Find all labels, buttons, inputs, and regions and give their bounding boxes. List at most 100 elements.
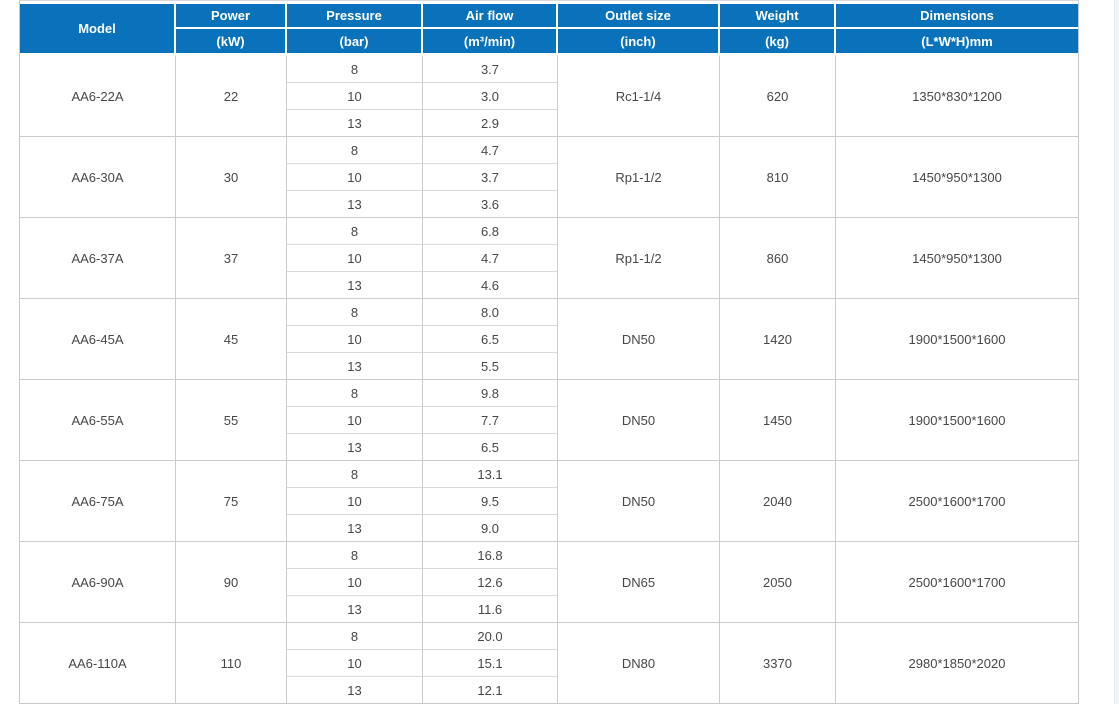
table-row: 13 12.1 (20, 676, 1078, 703)
pressure-cell: 13 (287, 271, 423, 298)
table-row: AA6-37A 37 8 6.8 Rp1-1/2 860 1450*950*1300 (20, 217, 1078, 298)
pressure-cell: 13 (287, 352, 423, 379)
pressure-cell: 10 (287, 325, 423, 352)
weight-cell: 2050 (720, 541, 836, 622)
pressure-cell: 8 (287, 460, 423, 487)
airflow-cell: 11.6 (423, 595, 558, 622)
pressure-cell: 8 (287, 298, 423, 325)
col-header-model: Model (20, 4, 176, 55)
model-cell: AA6-22A (20, 55, 176, 136)
outlet-size-cell: DN50 (558, 298, 720, 379)
outlet-size-cell: DN65 (558, 541, 720, 622)
header-title-row: Model Power Pressure Air flow Outlet siz… (20, 4, 1078, 55)
scrollbar-track[interactable] (1114, 0, 1119, 704)
pressure-cell: 10 (287, 568, 423, 595)
airflow-cell: 9.0 (423, 514, 558, 541)
power-cell: 55 (176, 379, 287, 460)
power-cell: 45 (176, 298, 287, 379)
table-row: 13 2.9 (20, 109, 1078, 136)
model-cell: AA6-90A (20, 541, 176, 622)
dimensions-cell: 2500*1600*1700 (836, 541, 1078, 622)
pressure-cell: 8 (287, 622, 423, 649)
pressure-cell: 8 (287, 136, 423, 163)
airflow-cell: 5.5 (423, 352, 558, 379)
airflow-cell: 3.0 (423, 82, 558, 109)
outlet-size-cell: Rp1-1/2 (558, 136, 720, 217)
airflow-cell: 4.6 (423, 271, 558, 298)
col-unit-weight: (kg) (720, 29, 836, 55)
header-unit-row: (kW) (bar) (m³/min) (inch) (kg) (L*W*H)m… (20, 29, 1078, 55)
pressure-cell: 13 (287, 595, 423, 622)
airflow-cell: 3.7 (423, 55, 558, 82)
table-row: 10 9.5 (20, 487, 1078, 514)
airflow-cell: 12.1 (423, 676, 558, 703)
spec-table-body: AA6-22A 22 8 3.7 Rc1-1/4 620 1350*830*1200 10 3.… (20, 55, 1078, 703)
dimensions-cell: 2500*1600*1700 (836, 460, 1078, 541)
outlet-size-cell: DN50 (558, 379, 720, 460)
table-row: 10 3.7 (20, 163, 1078, 190)
airflow-cell: 9.8 (423, 379, 558, 406)
airflow-cell: 12.6 (423, 568, 558, 595)
power-cell: 37 (176, 217, 287, 298)
table-row: 13 6.5 (20, 433, 1078, 460)
pressure-cell: 10 (287, 487, 423, 514)
outlet-size-cell: Rc1-1/4 (558, 55, 720, 136)
model-cell: AA6-30A (20, 136, 176, 217)
dimensions-cell: 2980*1850*2020 (836, 622, 1078, 703)
pressure-cell: 10 (287, 82, 423, 109)
table-row: 10 12.6 (20, 568, 1078, 595)
table-row: 13 9.0 (20, 514, 1078, 541)
table-row: 10 15.1 (20, 649, 1078, 676)
airflow-cell: 9.5 (423, 487, 558, 514)
airflow-cell: 13.1 (423, 460, 558, 487)
weight-cell: 860 (720, 217, 836, 298)
col-header-power: Power (176, 4, 287, 29)
airflow-cell: 15.1 (423, 649, 558, 676)
airflow-cell: 3.6 (423, 190, 558, 217)
table-row: 13 5.5 (20, 352, 1078, 379)
table-row: 10 7.7 (20, 406, 1078, 433)
model-cell: AA6-110A (20, 622, 176, 703)
model-cell: AA6-75A (20, 460, 176, 541)
table-row: AA6-90A 90 8 16.8 DN65 2050 2500*1600*1700 (20, 541, 1078, 622)
col-unit-dimensions: (L*W*H)mm (836, 29, 1078, 55)
airflow-cell: 16.8 (423, 541, 558, 568)
table-row: AA6-30A 30 8 4.7 Rp1-1/2 810 1450*950*1300 (20, 136, 1078, 217)
weight-cell: 1420 (720, 298, 836, 379)
pressure-cell: 13 (287, 514, 423, 541)
dimensions-cell: 1350*830*1200 (836, 55, 1078, 136)
airflow-cell: 6.8 (423, 217, 558, 244)
dimensions-cell: 1900*1500*1600 (836, 379, 1078, 460)
table-row: 10 6.5 (20, 325, 1078, 352)
col-header-outlet-size: Outlet size (558, 4, 720, 29)
dimensions-cell: 1900*1500*1600 (836, 298, 1078, 379)
pressure-cell: 13 (287, 109, 423, 136)
weight-cell: 810 (720, 136, 836, 217)
table-row: AA6-45A 45 8 8.0 DN50 1420 1900*1500*1600 (20, 298, 1078, 379)
model-cell: AA6-55A (20, 379, 176, 460)
table-row: AA6-75A 75 8 13.1 DN50 2040 2500*1600*1700 (20, 460, 1078, 541)
dimensions-cell: 1450*950*1300 (836, 217, 1078, 298)
power-cell: 75 (176, 460, 287, 541)
weight-cell: 620 (720, 55, 836, 136)
airflow-cell: 6.5 (423, 433, 558, 460)
weight-cell: 2040 (720, 460, 836, 541)
col-header-airflow: Air flow (423, 4, 558, 29)
table-row: 13 4.6 (20, 271, 1078, 298)
pressure-cell: 8 (287, 217, 423, 244)
pressure-cell: 10 (287, 163, 423, 190)
outlet-size-cell: DN50 (558, 460, 720, 541)
power-cell: 90 (176, 541, 287, 622)
table-row: AA6-55A 55 8 9.8 DN50 1450 1900*1500*1600 (20, 379, 1078, 460)
pressure-cell: 8 (287, 55, 423, 82)
airflow-cell: 4.7 (423, 244, 558, 271)
table-row: 10 4.7 (20, 244, 1078, 271)
model-cell: AA6-37A (20, 217, 176, 298)
dimensions-cell: 1450*950*1300 (836, 136, 1078, 217)
power-cell: 110 (176, 622, 287, 703)
airflow-cell: 4.7 (423, 136, 558, 163)
spec-table-header: Model Power Pressure Air flow Outlet siz… (20, 4, 1078, 55)
col-header-pressure: Pressure (287, 4, 423, 29)
airflow-cell: 8.0 (423, 298, 558, 325)
col-unit-pressure: (bar) (287, 29, 423, 55)
